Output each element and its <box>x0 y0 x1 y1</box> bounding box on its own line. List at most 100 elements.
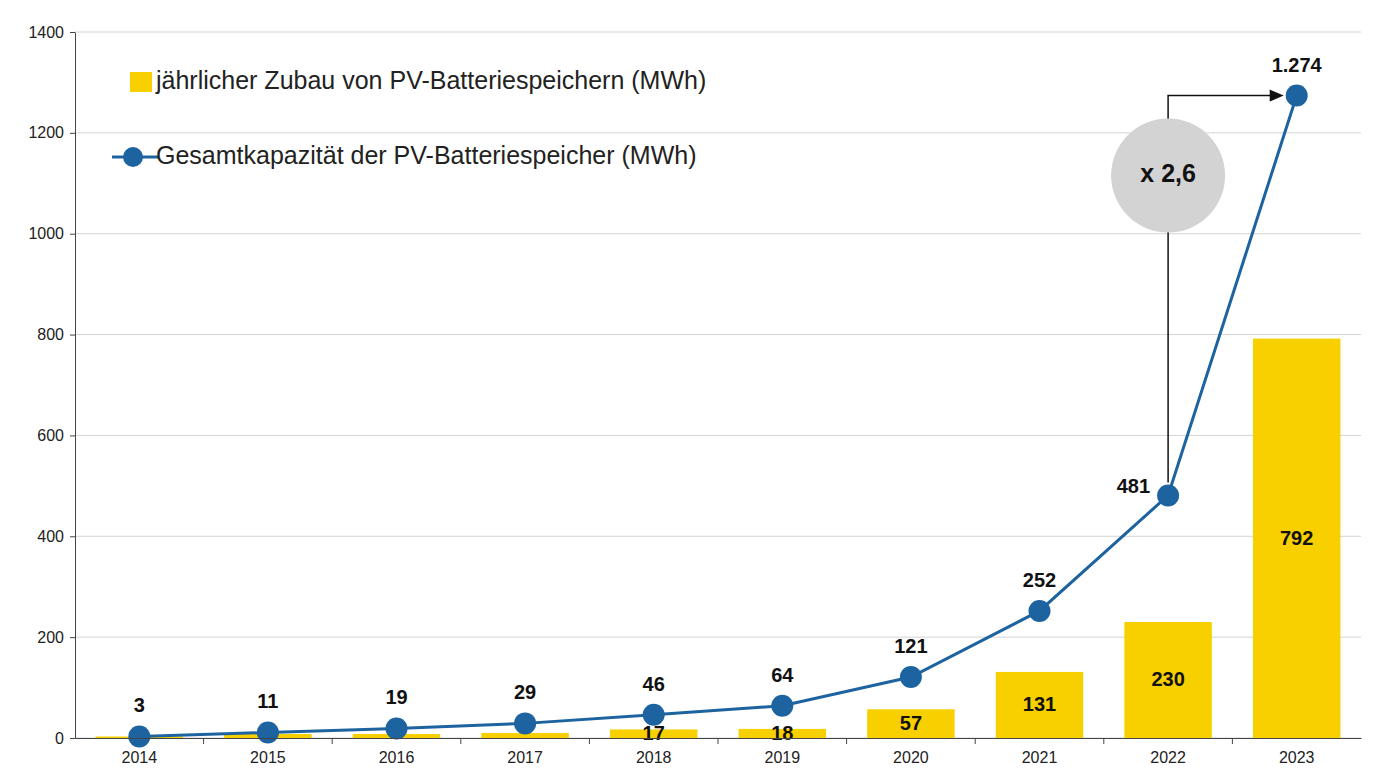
line-point <box>771 695 793 717</box>
y-tick-mark <box>70 335 75 336</box>
line-point <box>1157 484 1179 506</box>
y-tick: 600 <box>37 427 75 444</box>
x-tick: 2017 <box>507 738 543 766</box>
x-tick: 2019 <box>765 738 801 766</box>
legend-label: Gesamtkapazität der PV-Batteriespeicher … <box>156 141 696 169</box>
y-tick-mark <box>70 234 75 235</box>
x-tick-label: 2019 <box>765 749 801 766</box>
line-label: 29 <box>514 681 536 703</box>
x-tick: 2016 <box>379 738 415 766</box>
line-label: 121 <box>894 635 927 657</box>
category-separator <box>1103 738 1104 744</box>
category-separator <box>718 738 719 744</box>
x-tick-label: 2015 <box>250 749 286 766</box>
line-point <box>128 725 150 747</box>
y-tick-mark <box>70 435 75 436</box>
x-axis: 2014 2015 2016 2017 2018 2019 2020 2021 2022 2023 <box>76 738 1362 766</box>
x-tick-label: 2022 <box>1150 749 1186 766</box>
category-separator <box>1232 738 1233 744</box>
line-point <box>900 666 922 688</box>
line-label: 11 <box>257 690 278 712</box>
line <box>139 96 1296 737</box>
bar-label: 792 <box>1280 527 1313 549</box>
y-tick-label: 1400 <box>28 24 64 41</box>
y-tick: 800 <box>37 326 75 343</box>
y-tick-label: 1200 <box>28 124 64 141</box>
line-point <box>257 721 279 743</box>
bar-label: 17 <box>643 722 665 744</box>
y-tick-mark <box>70 32 75 33</box>
bar <box>867 709 954 738</box>
annotation-circle <box>1111 119 1225 233</box>
x-tick-label: 2016 <box>379 749 415 766</box>
legend: jährlicher Zubau von PV-Batteriespeicher… <box>112 66 706 169</box>
x-tick: 2020 <box>893 738 929 766</box>
y-tick: 200 <box>37 629 75 646</box>
bar-label: 18 <box>771 722 793 744</box>
category-separator <box>589 738 590 744</box>
line-label: 64 <box>771 664 794 686</box>
line-label: 252 <box>1023 569 1056 591</box>
annotation-text: x 2,6 <box>1140 159 1196 187</box>
line-point <box>386 717 408 739</box>
line-point <box>514 712 536 734</box>
line-label: 46 <box>643 673 665 695</box>
grid-line <box>75 536 1361 537</box>
y-axis: 0 200 400 600 800 1000 1200 1400 <box>28 24 75 747</box>
x-tick-label: 2018 <box>636 749 672 766</box>
category-separator <box>332 738 333 744</box>
x-tick: 2023 <box>1279 738 1315 766</box>
x-tick-label: 2014 <box>122 749 158 766</box>
bar-label: 131 <box>1023 693 1056 715</box>
x-tick: 2014 <box>122 738 158 766</box>
chart: 17 18 57 131 230 792 3 11 19 29 46 64 121 252 481 1.274… <box>0 0 1386 781</box>
y-axis-line <box>75 33 76 739</box>
x-tick-label: 2020 <box>893 749 929 766</box>
bar <box>1124 622 1211 738</box>
y-tick: 1400 <box>28 24 75 41</box>
y-tick-label: 800 <box>37 326 64 343</box>
data-labels: 17 18 57 131 230 792 3 11 19 29 46 64 121 252 481 1.274 <box>134 54 1323 744</box>
y-tick-label: 600 <box>37 427 64 444</box>
x-tick: 2018 <box>636 738 672 766</box>
y-tick: 1000 <box>28 225 75 242</box>
line-label: 1.274 <box>1272 54 1323 76</box>
x-tick-label: 2023 <box>1279 749 1315 766</box>
x-tick-label: 2021 <box>1022 749 1058 766</box>
category-separator <box>203 738 204 744</box>
bar <box>996 672 1083 738</box>
grid-line <box>75 32 1361 33</box>
bar-label: 230 <box>1151 668 1184 690</box>
category-separator <box>460 738 461 744</box>
bar <box>1253 339 1340 738</box>
line-label: 481 <box>1117 475 1150 497</box>
y-tick-mark <box>70 133 75 134</box>
x-tick-label: 2017 <box>507 749 543 766</box>
y-tick-label: 400 <box>37 528 64 545</box>
y-tick-mark <box>70 637 75 638</box>
plot-marks <box>96 85 1341 748</box>
y-tick: 400 <box>37 528 75 545</box>
y-tick: 1200 <box>28 124 75 141</box>
legend-swatch <box>130 72 152 92</box>
legend-label: jährlicher Zubau von PV-Batteriespeicher… <box>155 66 706 94</box>
category-separator <box>846 738 847 744</box>
y-tick: 0 <box>55 730 75 747</box>
category-separator <box>975 738 976 744</box>
line-label: 3 <box>134 694 145 716</box>
x-tick: 2022 <box>1150 738 1186 766</box>
grid <box>75 32 1361 738</box>
y-tick-label: 0 <box>55 730 64 747</box>
legend-marker <box>123 147 143 167</box>
x-tick: 2021 <box>1022 738 1058 766</box>
y-tick-mark <box>70 536 75 537</box>
x-tick: 2015 <box>250 738 286 766</box>
y-tick-label: 1000 <box>28 225 64 242</box>
annotation-arrowhead <box>1270 90 1284 102</box>
annotation: x 2,6 <box>1111 90 1284 483</box>
y-tick-mark <box>70 738 75 739</box>
line-label: 19 <box>385 686 407 708</box>
y-tick-label: 200 <box>37 629 64 646</box>
line-point <box>1286 85 1308 107</box>
bar-label: 57 <box>900 712 922 734</box>
